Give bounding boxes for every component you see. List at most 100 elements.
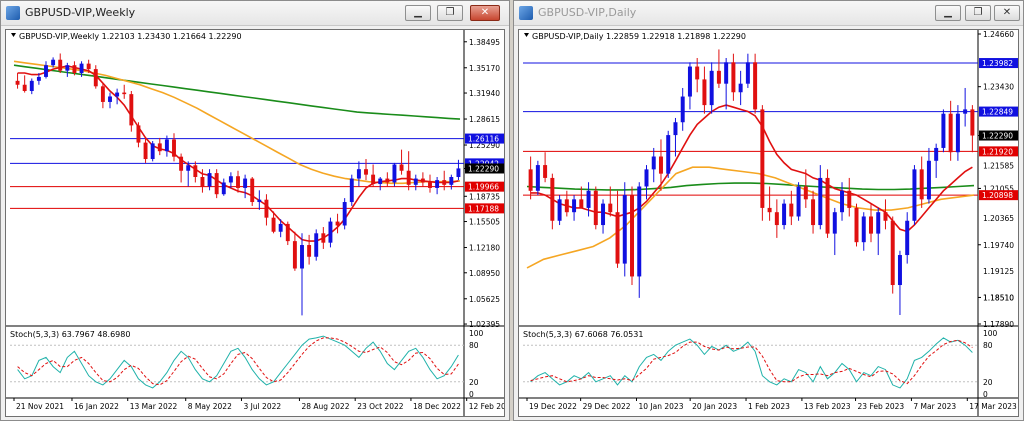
price-tag-label: 1.20898 (982, 191, 1013, 200)
stoch-signal-line (17, 337, 459, 386)
candle-body (278, 223, 283, 232)
candle-body (392, 164, 397, 183)
candle-body (349, 178, 354, 203)
candle-body (572, 199, 577, 213)
candle-body (912, 169, 917, 221)
stoch-tick-label: 0 (469, 390, 474, 399)
candle-body (637, 186, 642, 277)
candle-body (579, 199, 584, 208)
candle-body (897, 255, 902, 286)
candle-body (724, 62, 729, 84)
candle-body (622, 195, 627, 264)
candle-body (228, 176, 233, 183)
candle-body (428, 182, 432, 188)
chart-area[interactable]: GBPUSD-VIP,Weekly 1.22103 1.23430 1.2166… (5, 29, 505, 417)
candle-body (399, 164, 404, 171)
price-tick-label: 1.02395 (469, 320, 500, 329)
restore-button[interactable]: ❐ (965, 5, 991, 21)
chart-window-icon (519, 6, 533, 20)
candle-body (86, 63, 91, 70)
stoch-tick-label: 20 (469, 378, 479, 387)
close-button[interactable]: ✕ (994, 5, 1020, 21)
stoch-tick-label: 80 (469, 341, 479, 350)
price-tick-label: 1.35170 (469, 64, 500, 73)
candle-body (371, 174, 376, 185)
candle-body (680, 96, 685, 123)
candle-body (342, 202, 347, 226)
candle-body (709, 70, 714, 106)
candle-body (285, 223, 290, 242)
candle-body (941, 113, 946, 148)
title-bar[interactable]: GBPUSD-VIP,Daily ▁ ❐ ✕ (514, 1, 1023, 26)
candle-body (753, 62, 758, 110)
candle-body (314, 233, 319, 257)
candle-body (29, 80, 34, 91)
chart-area[interactable]: GBPUSD-VIP,Daily 1.22859 1.22918 1.21898… (518, 29, 1019, 417)
candle-body (745, 62, 750, 84)
candle-body (51, 59, 56, 66)
time-tick-label: 23 Oct 2022 (357, 402, 404, 411)
restore-button[interactable]: ❐ (437, 5, 463, 21)
stoch-tick-label: 20 (983, 378, 993, 387)
candle-body (214, 173, 219, 195)
candle-body (420, 178, 425, 183)
candle-body (150, 143, 155, 160)
time-tick-label: 1 Feb 2023 (748, 402, 790, 411)
candle-body (321, 233, 326, 243)
price-tick-label: 1.23430 (983, 83, 1014, 92)
daily-chart-window[interactable]: GBPUSD-VIP,Daily ▁ ❐ ✕ GBPUSD-VIP,Daily … (513, 0, 1024, 421)
candle-body (72, 65, 77, 74)
ma-fast-line (17, 65, 459, 242)
title-bar[interactable]: GBPUSD-VIP,Weekly ▁ ❐ ✕ (1, 1, 509, 26)
stoch-tick-label: 100 (983, 329, 998, 338)
price-tick-label: 1.19125 (983, 267, 1014, 276)
candle-body (854, 207, 859, 243)
price-tag-label: 1.22290 (982, 132, 1013, 141)
candle-body (963, 109, 968, 114)
price-tick-label: 1.24660 (983, 30, 1014, 39)
chart-svg[interactable]: GBPUSD-VIP,Daily 1.22859 1.22918 1.21898… (519, 30, 1019, 417)
candle-body (271, 217, 276, 232)
candle-body (172, 139, 176, 157)
time-tick-label: 29 Dec 2022 (583, 402, 631, 411)
candle-body (955, 113, 960, 153)
price-tag-label: 1.19966 (468, 183, 499, 192)
candle-body (193, 165, 198, 178)
time-tick-label: 18 Dec 2022 (413, 402, 461, 411)
candle-body (615, 212, 620, 264)
dropdown-triangle-icon (524, 33, 529, 37)
time-tick-label: 21 Nov 2021 (16, 402, 64, 411)
ma-slow-line (13, 64, 461, 120)
weekly-chart-window[interactable]: GBPUSD-VIP,Weekly ▁ ❐ ✕ GBPUSD-VIP,Weekl… (0, 0, 510, 421)
candle-body (328, 221, 333, 243)
candle-body (456, 168, 461, 178)
candle-body (200, 177, 205, 187)
time-tick-label: 17 Mar 2023 (969, 402, 1017, 411)
candle-body (796, 186, 801, 217)
candle-body (79, 63, 84, 74)
candle-body (919, 169, 924, 200)
price-tag-label: 1.26116 (468, 135, 499, 144)
time-tick-label: 13 Feb 2023 (804, 402, 851, 411)
candle-body (264, 199, 269, 218)
candle-body (905, 220, 910, 256)
candle-body (44, 65, 48, 77)
chart-svg[interactable]: GBPUSD-VIP,Weekly 1.22103 1.23430 1.2166… (6, 30, 505, 417)
candle-body (767, 207, 772, 213)
time-tick-label: 28 Aug 2022 (301, 402, 349, 411)
minimize-button[interactable]: ▁ (405, 5, 431, 21)
time-tick-label: 16 Jan 2022 (74, 402, 119, 411)
candle-body (58, 59, 63, 71)
candle-body (811, 199, 816, 226)
ma-slow-line (526, 182, 975, 191)
minimize-button[interactable]: ▁ (935, 5, 961, 21)
price-tick-label: 1.25290 (469, 141, 500, 150)
candle-body (557, 199, 562, 221)
candle-body (406, 170, 411, 185)
close-button[interactable]: ✕ (470, 5, 500, 21)
candle-body (164, 139, 169, 152)
candle-body (702, 79, 707, 106)
candle-body (825, 177, 830, 234)
price-tag (465, 133, 504, 144)
price-tick-label: 1.38495 (469, 38, 500, 47)
